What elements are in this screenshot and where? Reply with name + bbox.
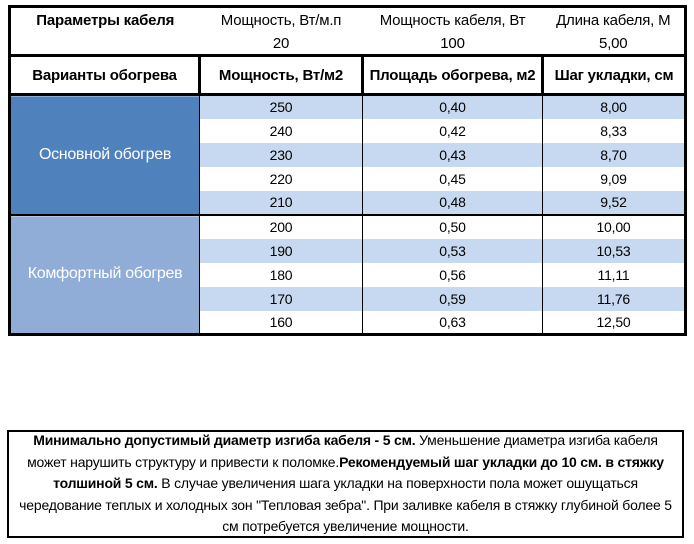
- table-cell: 11,11: [542, 262, 686, 287]
- table-cell: 8,70: [542, 142, 686, 167]
- power-per-meter-value: 20: [272, 34, 290, 52]
- note-segment: Уменьшение диаметра изгиба кабеля может …: [27, 432, 658, 470]
- table-cell: 10,00: [542, 213, 686, 239]
- table-cell: 240: [199, 118, 363, 143]
- table-cell: 0,48: [362, 190, 543, 215]
- table-row: Комфортный обогрев 200 0,50 10,00: [9, 213, 686, 335]
- note-segment-bold: Минимально допустимый диаметр изгиба каб…: [33, 432, 416, 449]
- heating-table: Параметры кабеля Мощность, Вт/м.п Мощнос…: [8, 5, 687, 336]
- table-cell: 12,50: [542, 310, 686, 335]
- table-cell: 0,59: [362, 286, 543, 311]
- cable-length-value: 5,00: [599, 34, 628, 52]
- note-segment-bold: Рекомендуемый шаг укладки до 10 см. в ст…: [53, 453, 664, 492]
- table-row: 210 0,48 9,52: [10, 190, 686, 215]
- empty-cell: [10, 32, 200, 56]
- table-cell: 0,50: [362, 213, 543, 239]
- section-label: Основной обогрев: [9, 94, 200, 215]
- table-cell: 160: [199, 310, 363, 335]
- table-cell: 200: [199, 213, 363, 239]
- table-cell: 9,09: [542, 166, 686, 191]
- main-table-body: Основной обогрев 250 0,40 8,00 240 0,42 8,33 23…: [9, 94, 686, 335]
- power-density-header: Мощность, Вт/м2: [198, 54, 363, 96]
- table-row: 180 0,56 11,11: [10, 262, 686, 287]
- table-cell: 11,76: [542, 286, 686, 311]
- cable-power-value: 100: [440, 34, 465, 52]
- table-cell: 0,63: [362, 310, 543, 335]
- heating-area-header: Площадь обогрева, м2: [361, 54, 543, 96]
- table-cell: 0,42: [362, 118, 543, 143]
- table-cell: 230: [199, 142, 363, 167]
- note-text: Минимально допустимый диаметр изгиба каб…: [17, 430, 674, 538]
- table-row: 170 0,59 11,76: [10, 286, 686, 311]
- cable-power-label: Мощность кабеля, Вт: [379, 11, 526, 29]
- table-cell: 180: [199, 262, 363, 287]
- table-cell: 0,43: [362, 142, 543, 167]
- table-cell: 210: [199, 190, 363, 215]
- table-cell: 8,33: [542, 118, 686, 143]
- table-row: 190 0,53 10,53: [10, 238, 686, 263]
- table-row: 240 0,42 8,33: [10, 118, 686, 143]
- cable-params-title: Параметры кабеля: [36, 11, 175, 29]
- warning-note-box: Минимально допустимый диаметр изгиба каб…: [7, 430, 684, 538]
- table-cell: 190: [199, 238, 363, 263]
- table-cell: 170: [199, 286, 363, 311]
- table-cell: 0,56: [362, 262, 543, 287]
- cable-params-header-row: Параметры кабеля Мощность, Вт/м.п Мощнос…: [10, 7, 686, 33]
- table-cell: 250: [199, 94, 363, 119]
- table-cell: 220: [199, 166, 363, 191]
- main-table-header-row: Варианты обогрева Мощность, Вт/м2 Площад…: [9, 54, 686, 96]
- table-cell: 0,53: [362, 238, 543, 263]
- table-cell: 9,52: [542, 190, 686, 215]
- cable-length-label: Длина кабеля, М: [556, 11, 671, 29]
- table-row: Основной обогрев 250 0,40 8,00: [9, 94, 686, 215]
- table-row: 220 0,45 9,09: [10, 166, 686, 191]
- table-cell: 8,00: [542, 94, 686, 119]
- table-cell: 10,53: [542, 238, 686, 263]
- table-row: 160 0,63 12,50: [10, 310, 686, 335]
- cable-params-values-row: 20 100 5,00: [10, 32, 686, 56]
- table-cell: 0,40: [362, 94, 543, 119]
- section-label: Комфортный обогрев: [9, 213, 200, 335]
- power-per-meter-label: Мощность, Вт/м.п: [220, 11, 342, 29]
- heating-variants-header: Варианты обогрева: [9, 54, 200, 96]
- table-row: 230 0,43 8,70: [10, 142, 686, 167]
- note-segment: В случае увеличения шага укладки на пове…: [19, 475, 672, 535]
- table-cell: 0,45: [362, 166, 543, 191]
- laying-step-header: Шаг укладки, см: [541, 54, 686, 96]
